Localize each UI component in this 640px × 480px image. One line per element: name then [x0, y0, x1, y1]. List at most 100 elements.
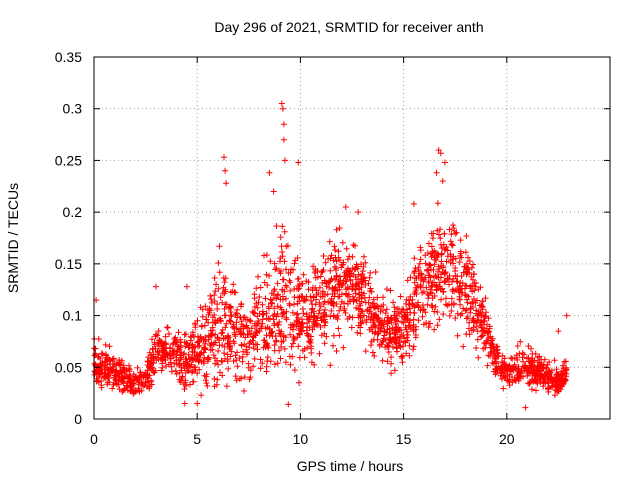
data-point: [365, 313, 372, 320]
data-point: [234, 363, 241, 370]
data-point: [277, 270, 284, 277]
data-point: [485, 334, 492, 341]
data-point: [267, 258, 274, 265]
data-point: [231, 325, 238, 332]
data-point: [446, 226, 453, 233]
data-point: [191, 364, 198, 371]
data-point: [230, 338, 237, 345]
data-point: [483, 321, 490, 328]
data-point: [293, 323, 300, 329]
data-point: [294, 319, 301, 326]
data-point: [410, 200, 417, 207]
data-point: [109, 356, 116, 363]
data-point: [277, 296, 284, 303]
data-point: [295, 343, 302, 350]
data-point: [322, 259, 329, 266]
data-point: [478, 333, 485, 340]
data-point: [389, 343, 396, 350]
data-point: [430, 230, 437, 237]
data-point: [380, 321, 387, 328]
data-point: [481, 317, 488, 324]
data-point: [270, 288, 277, 294]
data-point: [195, 333, 201, 340]
data-point: [172, 334, 179, 341]
data-point: [336, 225, 343, 232]
data-point: [553, 366, 560, 373]
data-point: [333, 226, 340, 233]
data-point: [495, 353, 502, 360]
data-point: [555, 387, 562, 394]
data-point: [463, 233, 470, 239]
data-point: [218, 330, 225, 337]
data-point: [192, 324, 199, 331]
data-point: [407, 293, 414, 300]
data-point: [296, 379, 302, 386]
data-point: [409, 301, 416, 308]
data-point: [509, 366, 516, 373]
data-point: [226, 317, 233, 324]
data-point: [342, 310, 349, 316]
data-point: [177, 336, 184, 343]
data-point: [278, 100, 285, 107]
data-point: [168, 368, 175, 375]
data-point: [421, 306, 427, 313]
data-point: [282, 295, 289, 302]
data-point: [494, 343, 501, 350]
data-point: [452, 272, 459, 279]
data-point: [235, 326, 242, 333]
data-point: [454, 278, 461, 285]
data-point: [215, 361, 221, 368]
data-point: [438, 296, 444, 303]
data-point: [121, 373, 128, 380]
data-point: [110, 381, 117, 388]
data-point: [441, 270, 448, 276]
data-point: [311, 269, 318, 276]
data-point: [216, 269, 223, 276]
data-point: [278, 343, 284, 350]
data-point: [321, 340, 328, 347]
data-point: [422, 274, 429, 281]
data-point: [341, 269, 348, 276]
data-point: [410, 324, 416, 331]
data-point: [562, 358, 569, 365]
data-point: [232, 289, 239, 296]
data-point: [183, 283, 190, 290]
data-point: [279, 286, 286, 293]
data-point: [438, 251, 445, 258]
data-point: [221, 290, 228, 297]
data-point: [386, 340, 392, 347]
data-point: [181, 400, 188, 407]
data-point: [471, 271, 478, 278]
data-point: [173, 339, 180, 346]
data-point: [276, 319, 283, 325]
data-point: [315, 310, 322, 317]
data-point: [243, 322, 250, 329]
data-point: [327, 362, 334, 369]
data-point: [194, 400, 201, 407]
data-point: [227, 303, 234, 310]
data-point: [429, 248, 436, 255]
data-point: [182, 379, 189, 386]
data-point: [204, 382, 211, 389]
data-point: [335, 281, 342, 288]
data-point: [462, 249, 469, 256]
data-point: [352, 290, 359, 297]
plot-frame: [93, 56, 611, 420]
data-point: [466, 269, 473, 276]
data-point: [395, 324, 402, 331]
data-point: [308, 343, 315, 350]
data-point: [230, 358, 237, 365]
data-point: [406, 352, 413, 359]
data-point: [333, 267, 339, 274]
data-point: [219, 372, 226, 379]
data-point: [222, 324, 229, 331]
data-point: [410, 346, 417, 353]
data-point: [343, 245, 350, 252]
data-point: [169, 349, 176, 356]
data-point: [267, 296, 274, 303]
data-point: [389, 327, 396, 334]
data-point: [411, 255, 418, 262]
data-point: [356, 280, 363, 287]
data-point: [271, 347, 278, 354]
data-point: [132, 373, 139, 380]
